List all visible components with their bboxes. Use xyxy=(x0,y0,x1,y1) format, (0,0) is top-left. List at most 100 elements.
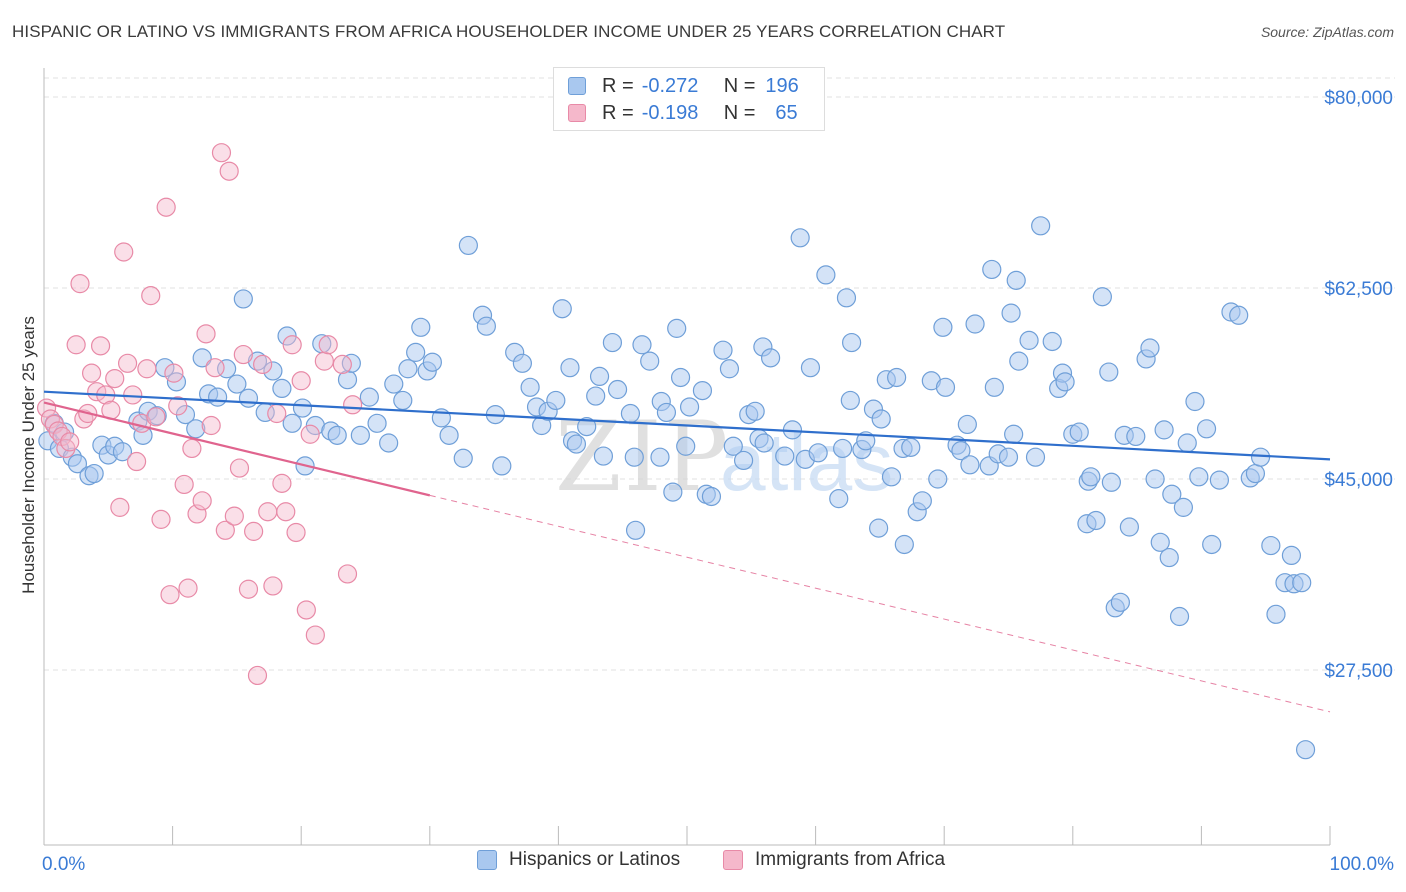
point-hispanics xyxy=(1173,497,1193,517)
point-hispanics xyxy=(625,520,646,540)
point-africa xyxy=(137,359,157,379)
point-hispanics xyxy=(1266,604,1286,624)
point-hispanics xyxy=(840,390,860,411)
point-africa xyxy=(276,502,296,522)
point-africa xyxy=(146,407,166,427)
stats-legend: R = -0.272 N = 196 R = -0.198 N = 65 xyxy=(553,67,825,131)
point-africa xyxy=(164,363,184,383)
stats-legend-row-africa: R = -0.198 N = 65 xyxy=(568,100,798,126)
point-hispanics xyxy=(901,437,921,457)
point-hispanics xyxy=(439,425,459,445)
point-hispanics xyxy=(476,316,496,336)
point-africa xyxy=(66,335,86,355)
y-tick-label: $62,500 xyxy=(1324,279,1393,300)
x-tick-labels: 0.0% 100.0% xyxy=(42,854,1394,875)
point-hispanics xyxy=(552,299,572,319)
point-africa xyxy=(192,491,212,511)
point-hispanics xyxy=(84,463,104,484)
point-hispanics xyxy=(607,379,628,400)
point-hispanics xyxy=(836,288,857,308)
legend-item-hispanics[interactable]: Hispanics or Latinos xyxy=(477,849,680,871)
point-hispanics xyxy=(147,406,167,426)
point-hispanics xyxy=(960,455,980,475)
point-africa xyxy=(182,438,202,459)
point-hispanics xyxy=(233,289,253,309)
point-hispanics xyxy=(800,358,821,378)
point-hispanics xyxy=(871,409,891,429)
africa-swatch xyxy=(568,104,586,122)
stats-legend-row-hispanics: R = -0.272 N = 196 xyxy=(568,73,799,99)
point-hispanics xyxy=(1202,534,1222,555)
point-hispanics xyxy=(589,366,610,387)
point-hispanics xyxy=(1069,422,1089,442)
point-hispanics xyxy=(912,491,932,511)
x-tick-label-end: 100.0% xyxy=(1330,854,1395,875)
source-note: Source: ZipAtlas.com xyxy=(1260,24,1394,40)
point-hispanics xyxy=(379,433,399,453)
point-hispanics xyxy=(422,352,442,372)
hispanics-swatch xyxy=(568,77,586,95)
legend-label-africa: Immigrants from Africa xyxy=(755,849,946,870)
r-value-africa: -0.198 xyxy=(641,101,699,124)
point-hispanics xyxy=(935,377,956,397)
point-hispanics xyxy=(186,419,206,439)
point-hispanics xyxy=(1081,467,1101,487)
point-hispanics xyxy=(951,441,971,461)
point-hispanics xyxy=(928,469,948,489)
point-hispanics xyxy=(359,387,379,407)
point-hispanics xyxy=(833,438,853,459)
point-hispanics xyxy=(393,390,413,411)
y-tick-label: $45,000 xyxy=(1324,470,1393,491)
trend-line-hispanics xyxy=(43,390,1331,461)
point-hispanics xyxy=(406,342,426,362)
point-hispanics xyxy=(411,317,431,337)
point-africa xyxy=(244,521,264,541)
point-hispanics xyxy=(829,489,849,509)
point-hispanics xyxy=(1031,216,1051,236)
point-hispanics xyxy=(1006,270,1026,290)
point-africa xyxy=(219,161,239,181)
point-africa xyxy=(337,564,358,584)
point-hispanics xyxy=(593,446,614,466)
point-hispanics xyxy=(453,448,473,468)
point-hispanics xyxy=(808,443,828,463)
point-hispanics xyxy=(238,388,259,408)
point-africa xyxy=(291,371,311,391)
point-hispanics xyxy=(1019,330,1039,350)
point-hispanics xyxy=(192,348,212,368)
point-hispanics xyxy=(67,454,88,474)
point-africa xyxy=(286,522,306,543)
point-hispanics xyxy=(745,401,765,421)
point-hispanics xyxy=(263,361,283,381)
point-hispanics xyxy=(933,317,953,337)
point-africa xyxy=(215,520,235,540)
legend-item-africa[interactable]: Immigrants from Africa xyxy=(723,849,945,871)
r-label: R = xyxy=(602,101,634,124)
point-hispanics xyxy=(520,377,540,397)
point-hispanics xyxy=(227,374,247,394)
point-hispanics xyxy=(887,367,907,388)
point-hispanics xyxy=(670,367,691,388)
point-hispanics xyxy=(1150,532,1170,552)
point-africa xyxy=(314,351,334,371)
point-hispanics xyxy=(842,332,862,353)
point-hispanics xyxy=(1245,463,1266,484)
point-hispanics xyxy=(1169,606,1190,627)
point-africa xyxy=(141,286,161,306)
point-africa xyxy=(233,344,253,365)
point-hispanics xyxy=(1196,419,1217,439)
point-africa xyxy=(296,600,316,620)
point-hispanics xyxy=(733,450,754,471)
point-africa xyxy=(343,395,363,415)
r-value-hispanics: -0.272 xyxy=(641,74,699,97)
point-hispanics xyxy=(1009,351,1029,371)
point-hispanics xyxy=(656,402,677,423)
point-hispanics xyxy=(1099,362,1119,382)
point-hispanics xyxy=(632,335,652,355)
n-label: N = xyxy=(723,101,756,124)
point-africa xyxy=(211,143,232,163)
point-hispanics xyxy=(679,397,700,417)
point-hispanics xyxy=(881,467,902,487)
point-africa xyxy=(263,576,283,596)
